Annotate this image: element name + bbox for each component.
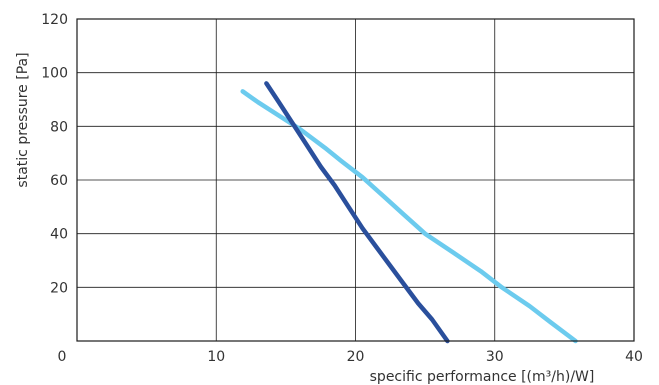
y-tick-label: 100 [41,66,68,82]
x-tick-label: 10 [207,349,225,365]
x-tick-label: 20 [347,349,365,365]
y-tick-label: 80 [50,119,68,135]
x-tick-label: 0 [58,349,67,365]
y-tick-label: 60 [50,173,68,189]
series-line-2 [264,81,450,344]
series-line-1 [240,89,578,344]
y-tick-label: 120 [41,12,68,28]
y-axis-label: static pressure [Pa] [15,52,31,187]
y-tick-labels: 20 40 60 80 100 120 [41,12,68,296]
grid [77,19,634,341]
x-axis-label: specific performance [(m³/h)/W] [370,369,595,385]
y-tick-label: 20 [50,280,68,296]
x-tick-labels: 0 10 20 30 40 [58,349,643,365]
x-tick-label: 30 [486,349,504,365]
y-tick-label: 40 [50,227,68,243]
x-tick-label: 40 [625,349,643,365]
plot-frame [76,18,635,342]
series-lines [240,81,578,344]
